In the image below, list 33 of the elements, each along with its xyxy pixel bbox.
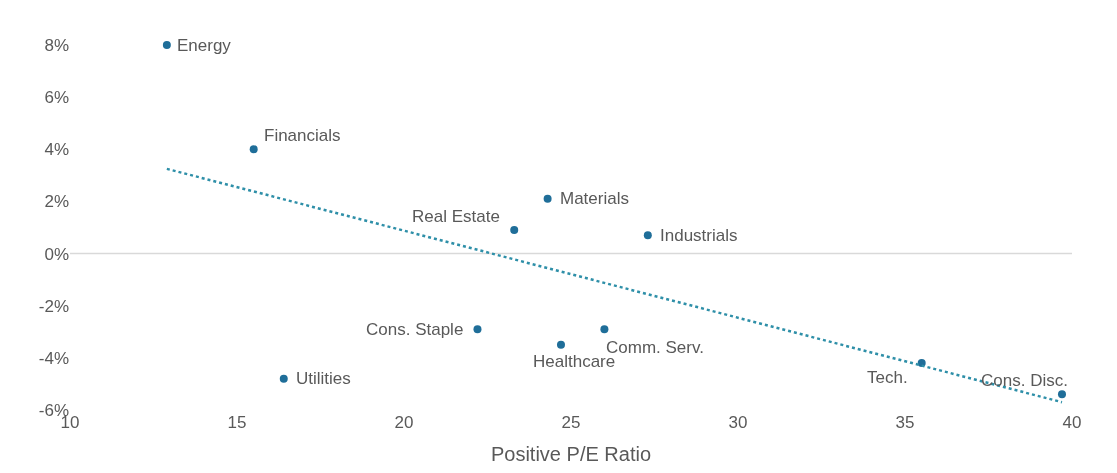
y-tick-label: 2% [44, 192, 69, 212]
y-tick-label: 8% [44, 35, 69, 55]
x-tick-label: 20 [394, 413, 414, 432]
point [473, 325, 482, 334]
annotation: Industrials [660, 226, 738, 245]
x-tick-label: 35 [895, 413, 915, 432]
point [1057, 390, 1066, 399]
annotation: Tech. [867, 368, 908, 387]
point [162, 41, 171, 49]
x-tick-label: 25 [561, 413, 581, 432]
annotation: Cons. Staple [366, 320, 464, 339]
point [600, 325, 609, 334]
point [643, 231, 652, 240]
x-tick-label: 30 [728, 413, 748, 432]
x-axis-title: Positive P/E Ratio [490, 442, 652, 465]
point [556, 340, 565, 349]
annotation: Cons. Disc. [981, 371, 1068, 390]
annotation: Financials [264, 126, 341, 145]
annotation: Real Estate [412, 207, 500, 226]
y-tick-label: 0% [44, 244, 69, 264]
x-tick-label: 40 [1062, 413, 1082, 432]
annotation: Materials [560, 189, 629, 208]
point [510, 226, 519, 235]
annotation: Energy [177, 36, 232, 55]
y-tick-label: 6% [44, 88, 69, 108]
point [543, 194, 552, 203]
x-tick-label: 15 [227, 413, 247, 432]
annotation: Utilities [296, 369, 351, 388]
y-tick-label: -2% [38, 296, 69, 316]
y-tick-label: -4% [38, 348, 69, 368]
y-tick-label: 4% [44, 140, 69, 160]
point [249, 145, 258, 154]
point [279, 374, 288, 383]
